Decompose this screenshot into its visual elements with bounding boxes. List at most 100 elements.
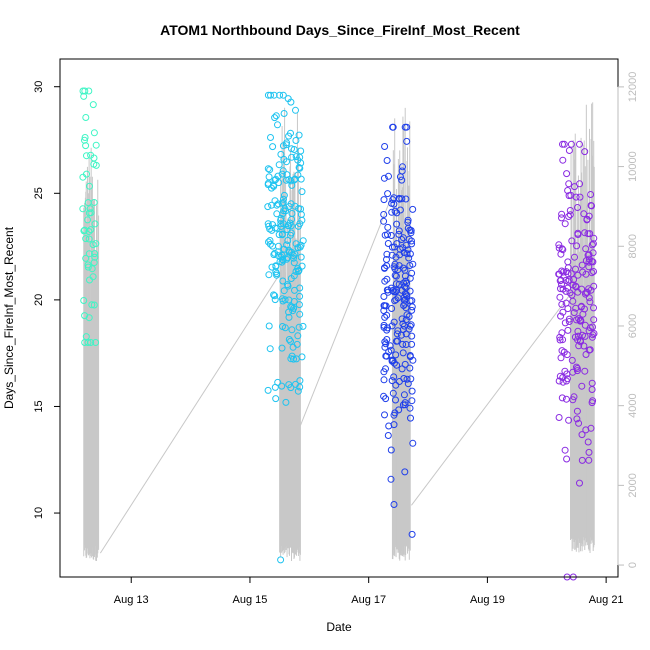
data-point (297, 211, 305, 218)
data-point (285, 176, 293, 184)
data-point (280, 155, 288, 163)
data-point (408, 303, 416, 311)
data-point (297, 175, 305, 183)
data-point (264, 165, 272, 173)
data-point (587, 286, 595, 294)
data-point (399, 340, 407, 348)
data-point (388, 251, 396, 259)
data-point (556, 277, 564, 285)
data-point (578, 302, 585, 310)
data-point (80, 297, 88, 304)
data-points (79, 87, 598, 581)
data-point (558, 210, 566, 218)
data-point (294, 387, 302, 395)
data-point (557, 285, 564, 293)
data-point (279, 142, 287, 150)
data-point (85, 87, 93, 95)
data-point (298, 188, 306, 196)
data-point (285, 203, 293, 210)
data-point (296, 310, 304, 318)
data-point (590, 304, 597, 312)
data-point (276, 91, 284, 99)
data-point (299, 322, 307, 330)
data-point (285, 296, 293, 304)
data-point (408, 306, 416, 314)
data-point (393, 220, 401, 228)
data-point (565, 416, 573, 424)
data-point (266, 237, 274, 244)
data-point (91, 250, 99, 258)
data-point (278, 231, 286, 239)
data-point (398, 315, 406, 323)
data-point (561, 446, 569, 454)
data-point (403, 279, 411, 287)
data-point (405, 313, 413, 320)
data-point (81, 87, 89, 95)
data-point (573, 363, 580, 371)
data-point (275, 161, 283, 169)
data-point (296, 164, 304, 172)
data-point (383, 275, 391, 283)
data-point (390, 501, 398, 508)
data-point (288, 210, 296, 217)
data-point (296, 220, 304, 228)
data-point (383, 250, 391, 258)
data-point (563, 170, 571, 178)
data-point (401, 399, 409, 407)
data-point (561, 319, 569, 327)
data-point (264, 203, 272, 211)
data-point (589, 331, 597, 339)
data-point (579, 268, 587, 276)
data-point (282, 398, 290, 406)
data-point (407, 229, 415, 237)
data-point (280, 191, 288, 199)
data-point (392, 296, 400, 304)
data-point (401, 266, 409, 274)
data-point (589, 323, 596, 331)
data-point (290, 272, 298, 280)
x-axis: Aug 13 Aug 15 Aug 17 Aug 19 Aug 21 (114, 576, 624, 606)
data-point (88, 265, 96, 273)
data-point (269, 143, 277, 151)
data-point (84, 216, 92, 224)
data-point (573, 242, 581, 250)
data-point (297, 147, 305, 155)
data-point (392, 396, 399, 404)
data-point (279, 199, 287, 206)
data-point (578, 382, 586, 390)
data-point (401, 322, 408, 330)
data-point (403, 123, 411, 131)
data-point (297, 253, 305, 261)
data-point (384, 286, 392, 294)
data-point (558, 394, 566, 402)
data-point (568, 291, 576, 299)
data-point (82, 254, 90, 262)
data-point (265, 271, 273, 279)
data-point (399, 163, 406, 171)
data-point (295, 267, 302, 275)
data-point (90, 129, 98, 137)
y-axis: 10 15 20 25 30 (33, 81, 61, 519)
data-point (274, 121, 281, 129)
data-point (287, 303, 295, 311)
data-point (279, 256, 286, 263)
data-point (87, 151, 95, 159)
data-point (392, 280, 400, 288)
data-point (576, 193, 584, 201)
data-point (82, 114, 90, 121)
data-point (296, 243, 304, 251)
data-point (590, 234, 598, 242)
data-point (275, 231, 283, 239)
data-point (408, 397, 416, 405)
data-point (382, 395, 390, 403)
data-point (569, 368, 577, 376)
data-point (565, 318, 573, 325)
data-point (564, 264, 572, 272)
data-point (285, 313, 293, 321)
data-point (581, 367, 589, 375)
data-point (579, 331, 586, 339)
data-point (578, 431, 586, 439)
data-point (401, 401, 409, 409)
data-point (562, 268, 570, 276)
